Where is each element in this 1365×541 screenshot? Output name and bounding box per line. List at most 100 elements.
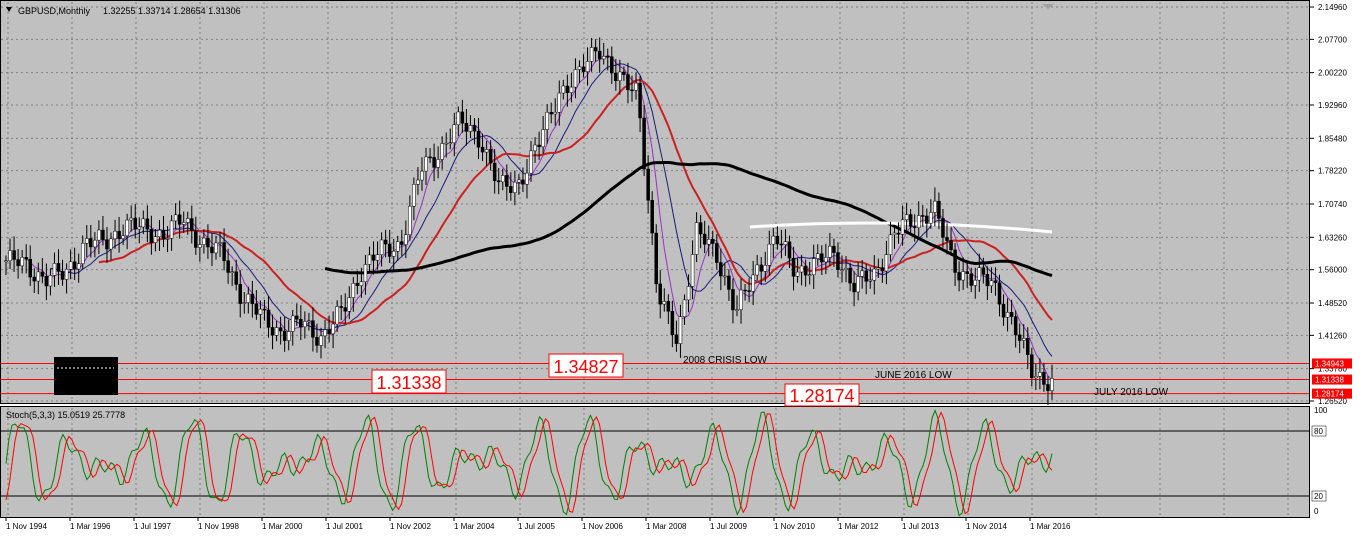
candle-body — [771, 235, 776, 245]
candle-body — [900, 219, 905, 235]
ma-navy-line — [50, 63, 1053, 357]
candle-body — [198, 244, 202, 248]
candle-body — [202, 237, 206, 245]
candle-body — [589, 47, 594, 62]
candle-body — [428, 156, 432, 159]
candle-body — [682, 299, 687, 317]
candle-body — [820, 253, 824, 263]
candlestick-series — [4, 37, 1054, 405]
candle-body — [266, 309, 271, 328]
moving-averages — [25, 54, 1053, 381]
candle-body — [561, 85, 566, 94]
price-tick-label: 1.63260 — [1318, 233, 1347, 242]
candle-body — [884, 254, 889, 272]
candle-body — [16, 259, 20, 267]
candle-body — [157, 229, 162, 237]
candle-body — [646, 168, 650, 201]
candle-body — [573, 69, 578, 88]
candle-body — [206, 237, 210, 248]
candle-body — [4, 260, 8, 263]
candle-body — [553, 112, 558, 115]
candle-body — [230, 271, 234, 273]
candle-body — [799, 265, 804, 273]
candle-body — [420, 170, 424, 181]
candle-body — [953, 249, 957, 273]
time-tick-label: 1 Nov 2002 — [390, 522, 431, 531]
shift-marker-icon[interactable] — [1042, 4, 1054, 9]
candle-body — [440, 143, 444, 160]
level-lines — [1, 362, 1310, 395]
level-box-2-text: 1.31338 — [376, 373, 441, 393]
time-tick-label: 1 Mar 2016 — [1030, 522, 1071, 531]
candle-body — [614, 72, 618, 81]
candle-body — [129, 217, 133, 221]
candle-body — [500, 175, 505, 183]
candle-body — [1034, 376, 1038, 379]
candle-body — [331, 323, 335, 335]
time-tick-label: 1 Mar 2008 — [646, 522, 687, 531]
candle-body — [68, 261, 73, 270]
candle-body — [925, 215, 929, 224]
candle-body — [916, 215, 921, 228]
candle-body — [226, 260, 230, 273]
time-tick-label: 1 Mar 2012 — [838, 522, 879, 531]
candle-body — [343, 307, 347, 312]
candle-body — [880, 267, 885, 272]
candle-body — [949, 240, 953, 251]
candle-body — [335, 306, 339, 325]
candle-body — [85, 238, 89, 244]
candle-body — [747, 290, 751, 292]
resistance-curve — [749, 221, 1053, 234]
candle-body — [868, 279, 873, 282]
candle-body — [274, 327, 279, 336]
candle-body — [161, 229, 166, 240]
candle-body — [234, 271, 238, 285]
candle-body — [872, 268, 877, 281]
candle-body — [36, 271, 41, 282]
symbol-label: GBPUSD,Monthly — [18, 6, 91, 16]
candle-body — [460, 111, 465, 124]
triangle-down-icon[interactable] — [6, 7, 12, 12]
candle-body — [177, 214, 182, 225]
candle-body — [1050, 378, 1054, 391]
candle-body — [492, 162, 497, 181]
candle-body — [424, 156, 428, 172]
candle-body — [832, 245, 836, 253]
candle-body — [973, 279, 978, 286]
level-box-1 — [548, 353, 624, 378]
candle-body — [149, 228, 154, 243]
candle-body — [20, 257, 24, 267]
time-tick-label: 1 Nov 2006 — [582, 522, 623, 531]
price-label-text: 1.28174 — [1315, 390, 1344, 399]
candle-body — [367, 254, 372, 265]
price-axis: 2.14960 2.07700 2.00220 1.92960 1.85480 1.782… — [1310, 3, 1352, 406]
candle-body — [529, 150, 533, 174]
candle-body — [513, 181, 517, 193]
candle-body — [246, 293, 251, 303]
candle-body — [743, 289, 747, 292]
time-tick-label: 1 Jul 2009 — [710, 522, 747, 531]
candle-body — [40, 271, 45, 277]
time-tick-label: 1 Nov 2014 — [966, 522, 1007, 531]
candle-body — [622, 71, 626, 75]
candle-body — [642, 117, 646, 170]
price-tick-label: 1.33780 — [1318, 365, 1347, 374]
time-axis: 1 Nov 1994 1 Mar 1996 1 Jul 1997 1 Nov 1998… — [5, 517, 1071, 531]
time-tick-label: 1 Nov 2010 — [774, 522, 815, 531]
level-box-2 — [371, 369, 447, 394]
main-chart-panel[interactable] — [0, 0, 1310, 404]
candle-body — [755, 264, 759, 276]
candle-body — [286, 331, 291, 341]
main-panel-border — [0, 0, 1310, 404]
candle-body — [60, 271, 65, 280]
candle-body — [1013, 316, 1018, 336]
ma-purple-line — [25, 54, 1053, 381]
annotation-crisis-low: 2008 CRISIS LOW — [683, 355, 767, 366]
price-scale[interactable] — [1310, 0, 1365, 541]
candle-body — [169, 220, 174, 239]
candle-body — [12, 250, 16, 260]
candle-body — [80, 242, 85, 264]
price-tick-label: 1.56000 — [1318, 266, 1347, 275]
candle-body — [351, 283, 356, 298]
